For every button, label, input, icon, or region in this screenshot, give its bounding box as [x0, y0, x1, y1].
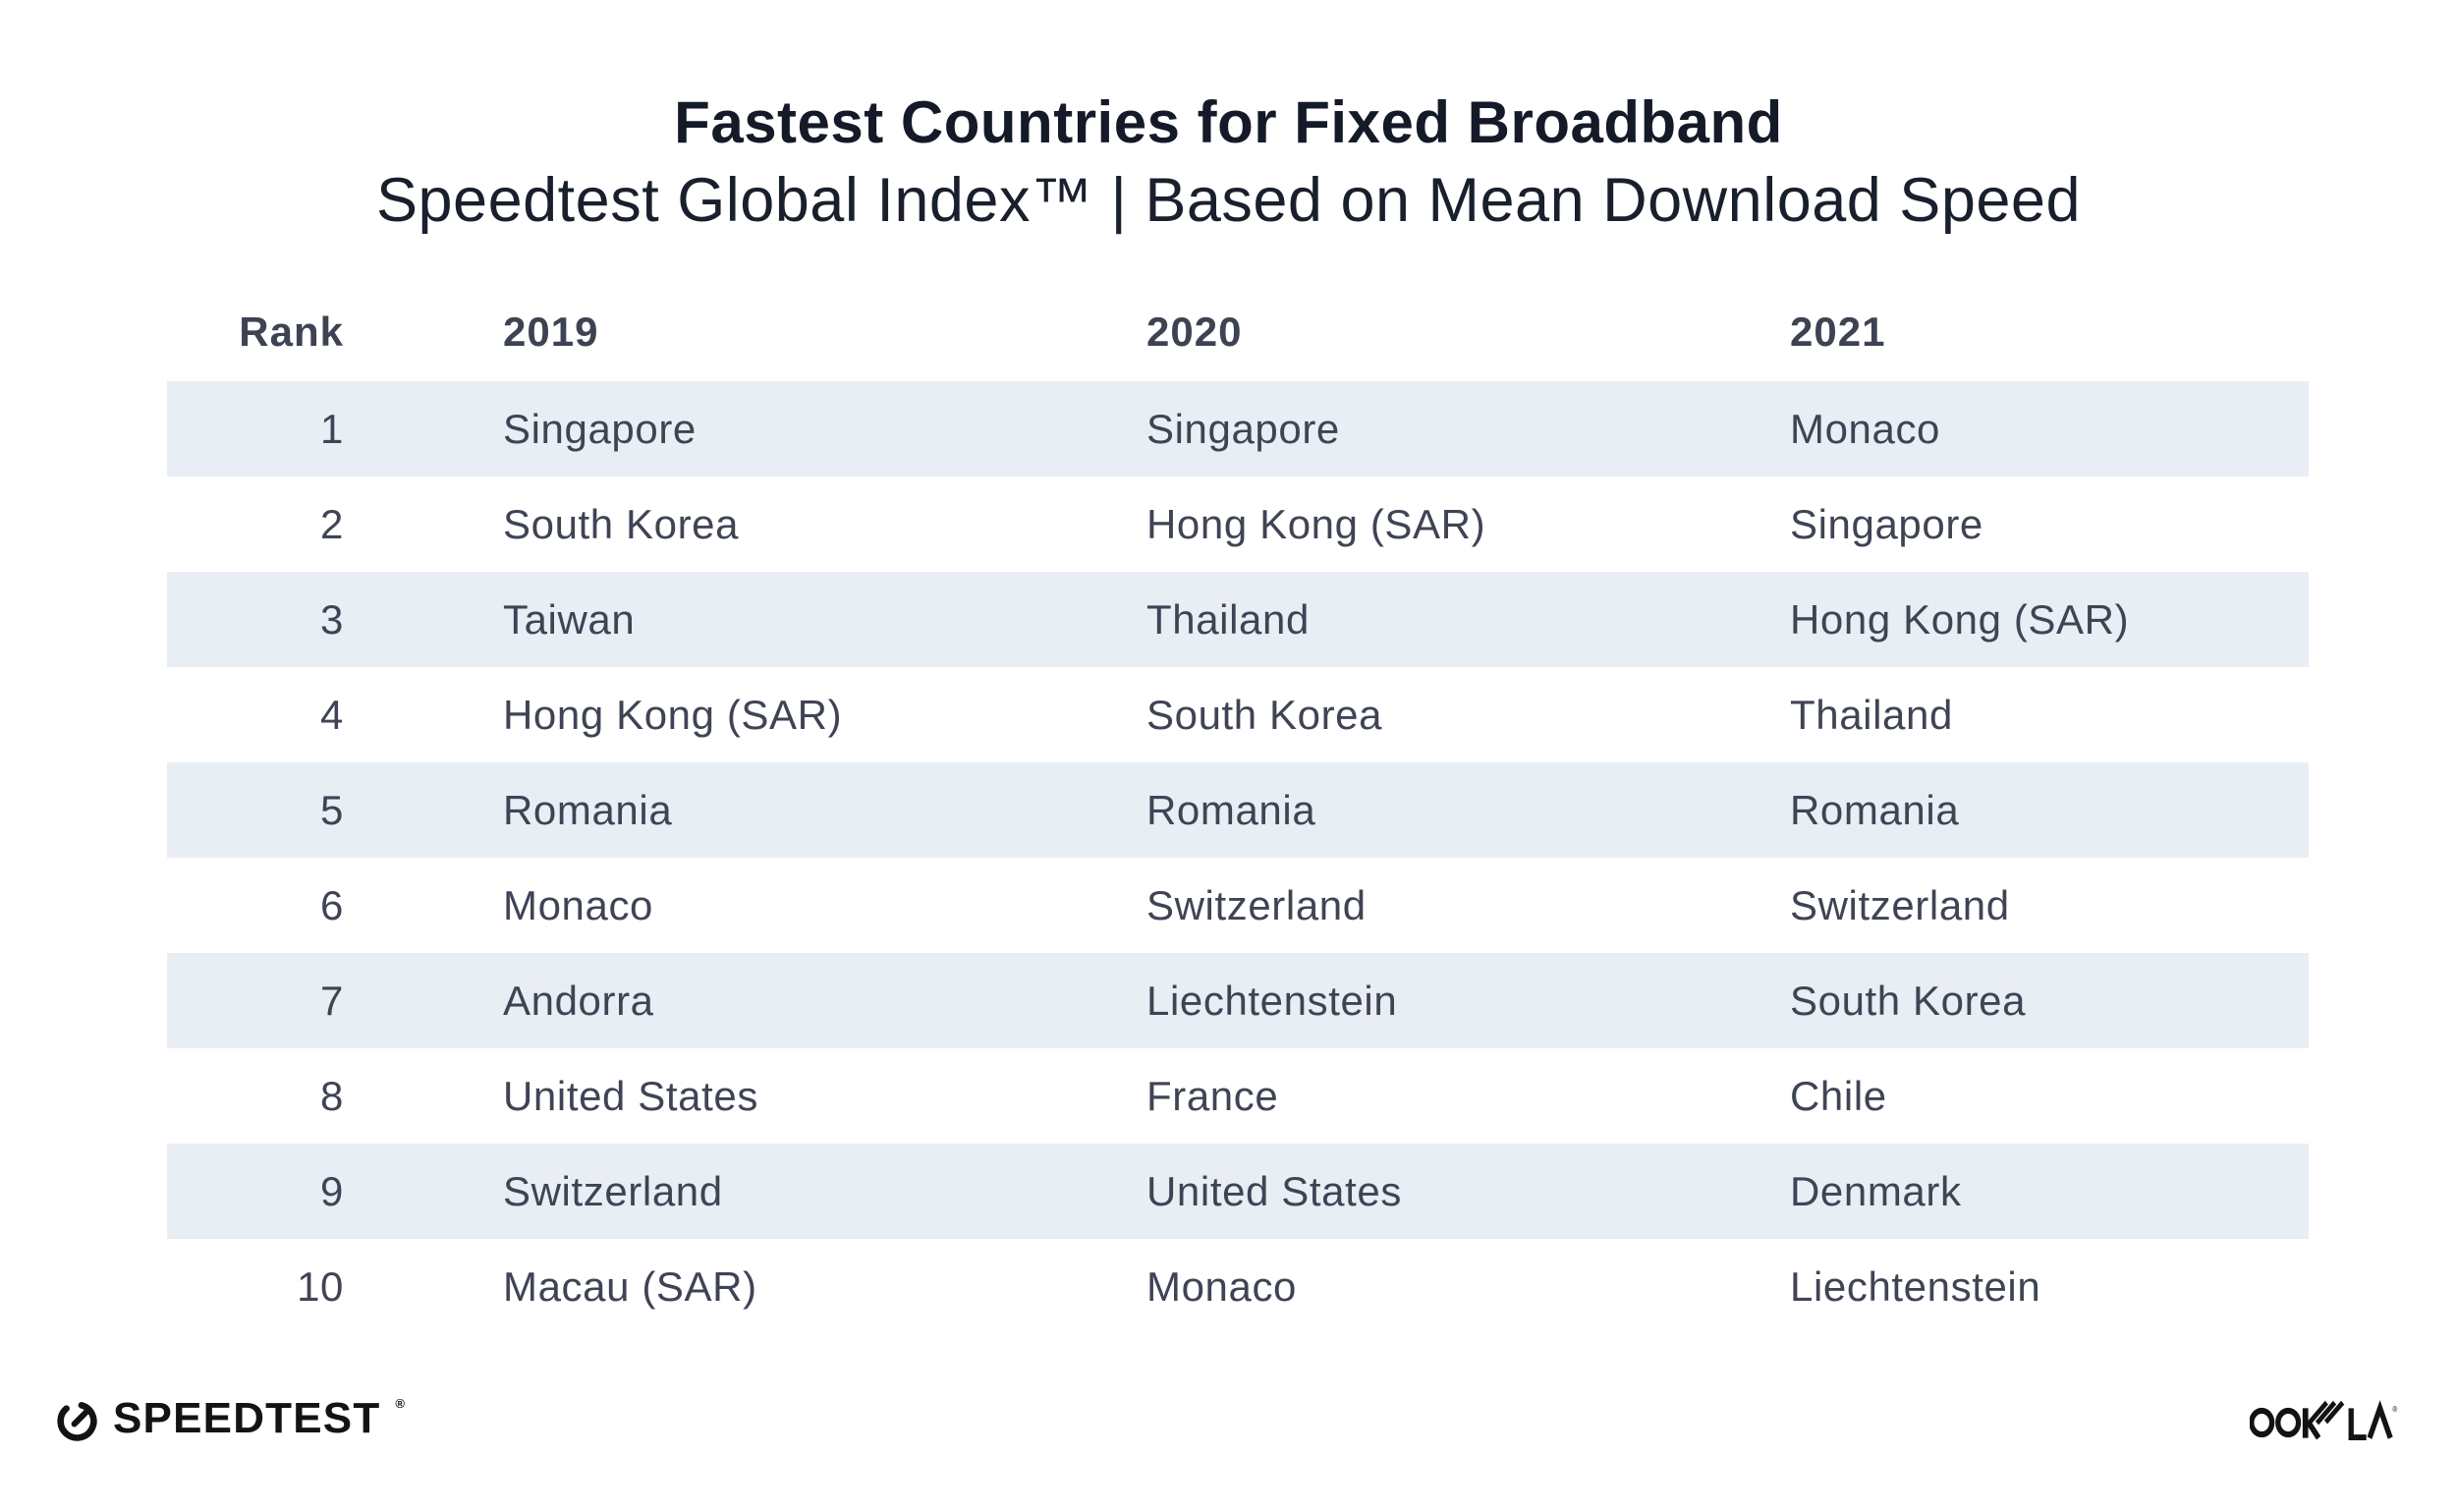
- rank-cell: 4: [320, 691, 344, 738]
- registered-mark-icon: ®: [395, 1395, 406, 1411]
- speedtest-wordmark: SPEEDTEST: [113, 1394, 381, 1442]
- country-cell-2020: United States: [1146, 1167, 1402, 1214]
- rank-cell: 6: [320, 881, 344, 928]
- ookla-striped-k-icon: ®: [2249, 1400, 2398, 1441]
- country-cell-2020: Singapore: [1146, 405, 1340, 452]
- country-cell-2021: Hong Kong (SAR): [1790, 595, 2130, 643]
- table-row: 9 Switzerland United States Denmark: [167, 1144, 2309, 1239]
- rank-cell: 8: [320, 1072, 344, 1119]
- country-cell-2021: Thailand: [1790, 691, 1953, 738]
- page-subtitle: Speedtest Global Index™ | Based on Mean …: [376, 166, 2081, 235]
- country-cell-2021: Liechtenstein: [1790, 1262, 2041, 1310]
- table-row: 5 Romania Romania Romania: [167, 762, 2309, 858]
- country-cell-2019: Romania: [503, 786, 673, 833]
- country-cell-2019: Andorra: [503, 977, 654, 1024]
- country-cell-2021: Monaco: [1790, 405, 1941, 452]
- speedtest-logo: SPEEDTEST ®: [54, 1393, 406, 1444]
- header-2021: 2021: [1790, 308, 1886, 355]
- rank-cell: 10: [297, 1262, 344, 1310]
- table-row: 2 South Korea Hong Kong (SAR) Singapore: [167, 476, 2309, 572]
- country-cell-2021: Switzerland: [1790, 881, 2010, 928]
- table-row: 3 Taiwan Thailand Hong Kong (SAR): [167, 572, 2309, 667]
- rank-cell: 2: [320, 500, 344, 547]
- ookla-logo: ®: [2249, 1396, 2400, 1445]
- country-cell-2020: Romania: [1146, 786, 1316, 833]
- country-cell-2019: Taiwan: [503, 595, 636, 643]
- country-cell-2019: Singapore: [503, 405, 697, 452]
- country-cell-2020: Liechtenstein: [1146, 977, 1398, 1024]
- header-2020: 2020: [1146, 308, 1243, 355]
- country-cell-2019: South Korea: [503, 500, 740, 547]
- country-cell-2019: Monaco: [503, 881, 654, 928]
- country-cell-2021: South Korea: [1790, 977, 2027, 1024]
- svg-text:®: ®: [2392, 1405, 2398, 1415]
- country-cell-2021: Denmark: [1790, 1167, 1962, 1214]
- country-cell-2021: Singapore: [1790, 500, 1983, 547]
- table-row: 10 Macau (SAR) Monaco Liechtenstein: [167, 1239, 2309, 1334]
- country-cell-2020: Switzerland: [1146, 881, 1367, 928]
- speedtest-gauge-icon: [54, 1396, 100, 1442]
- country-cell-2020: South Korea: [1146, 691, 1383, 738]
- table-row: 4 Hong Kong (SAR) South Korea Thailand: [167, 667, 2309, 762]
- country-cell-2020: France: [1146, 1072, 1279, 1119]
- header-2019: 2019: [503, 308, 599, 355]
- rank-cell: 5: [320, 786, 344, 833]
- country-cell-2020: Monaco: [1146, 1262, 1298, 1310]
- country-cell-2019: United States: [503, 1072, 758, 1119]
- table-row: 1 Singapore Singapore Monaco: [167, 381, 2309, 476]
- country-cell-2021: Chile: [1790, 1072, 1887, 1119]
- rank-cell: 3: [320, 595, 344, 643]
- header-rank: Rank: [239, 308, 344, 355]
- table-header-row: Rank 2019 2020 2021: [167, 291, 2309, 373]
- country-cell-2019: Switzerland: [503, 1167, 723, 1214]
- rank-cell: 1: [320, 405, 344, 452]
- country-cell-2019: Hong Kong (SAR): [503, 691, 843, 738]
- country-cell-2020: Hong Kong (SAR): [1146, 500, 1486, 547]
- rank-cell: 7: [320, 977, 344, 1024]
- table-row: 7 Andorra Liechtenstein South Korea: [167, 953, 2309, 1048]
- table-row: 6 Monaco Switzerland Switzerland: [167, 858, 2309, 953]
- country-cell-2021: Romania: [1790, 786, 1960, 833]
- table-row: 8 United States France Chile: [167, 1048, 2309, 1144]
- page-title: Fastest Countries for Fixed Broadband: [674, 89, 1783, 155]
- country-cell-2019: Macau (SAR): [503, 1262, 757, 1310]
- rank-cell: 9: [320, 1167, 344, 1214]
- country-cell-2020: Thailand: [1146, 595, 1310, 643]
